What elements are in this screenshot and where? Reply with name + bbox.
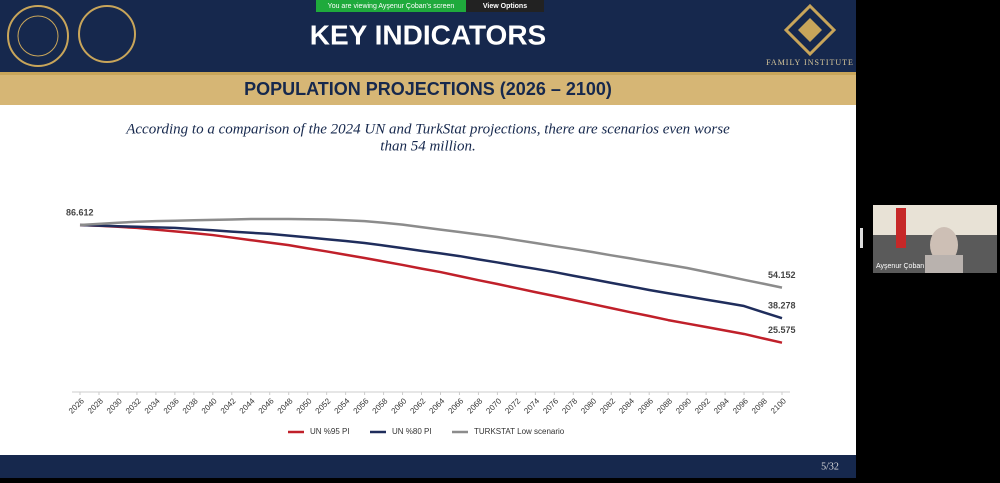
participant-video[interactable] [873, 205, 997, 273]
end-value-label: 54.152 [768, 270, 796, 280]
section-title: POPULATION PROJECTIONS (2026 – 2100) [244, 79, 612, 99]
viewing-text: You are viewing Ayşenur Çoban's screen [328, 3, 455, 10]
legend-label: TURKSTAT Low scenario [474, 427, 565, 436]
logo-ministry-inner [17, 15, 59, 57]
slide-title: KEY INDICATORS [310, 19, 546, 50]
institute-name: FAMILY INSTITUTE [766, 58, 854, 67]
subtitle: According to a comparison of the 2024 UN… [125, 121, 730, 137]
subtitle: than 54 million. [380, 138, 475, 154]
series-line [79, 223, 783, 320]
legend-label: UN %80 PI [392, 427, 432, 436]
series-line [79, 217, 783, 289]
slide-footer [0, 455, 856, 478]
logo-family-institute [783, 3, 837, 57]
section-band [0, 75, 856, 105]
end-value-label: 38.278 [768, 301, 796, 311]
view-options-text[interactable]: View Options [483, 3, 527, 10]
start-value-label: 86.612 [66, 207, 94, 217]
header-rule [0, 72, 856, 75]
view-options-button[interactable] [466, 0, 544, 12]
legend-label: UN %95 PI [310, 427, 350, 436]
viewing-banner [316, 0, 466, 12]
logo-ministry [7, 5, 69, 67]
participant-name: Ayşenur Çoban [876, 263, 924, 270]
series-line [79, 223, 783, 344]
page-number: 5/32 [821, 461, 839, 472]
panel-handle[interactable] [860, 228, 863, 248]
end-value-label: 25.575 [768, 325, 796, 335]
logo-anniversary [78, 5, 136, 63]
